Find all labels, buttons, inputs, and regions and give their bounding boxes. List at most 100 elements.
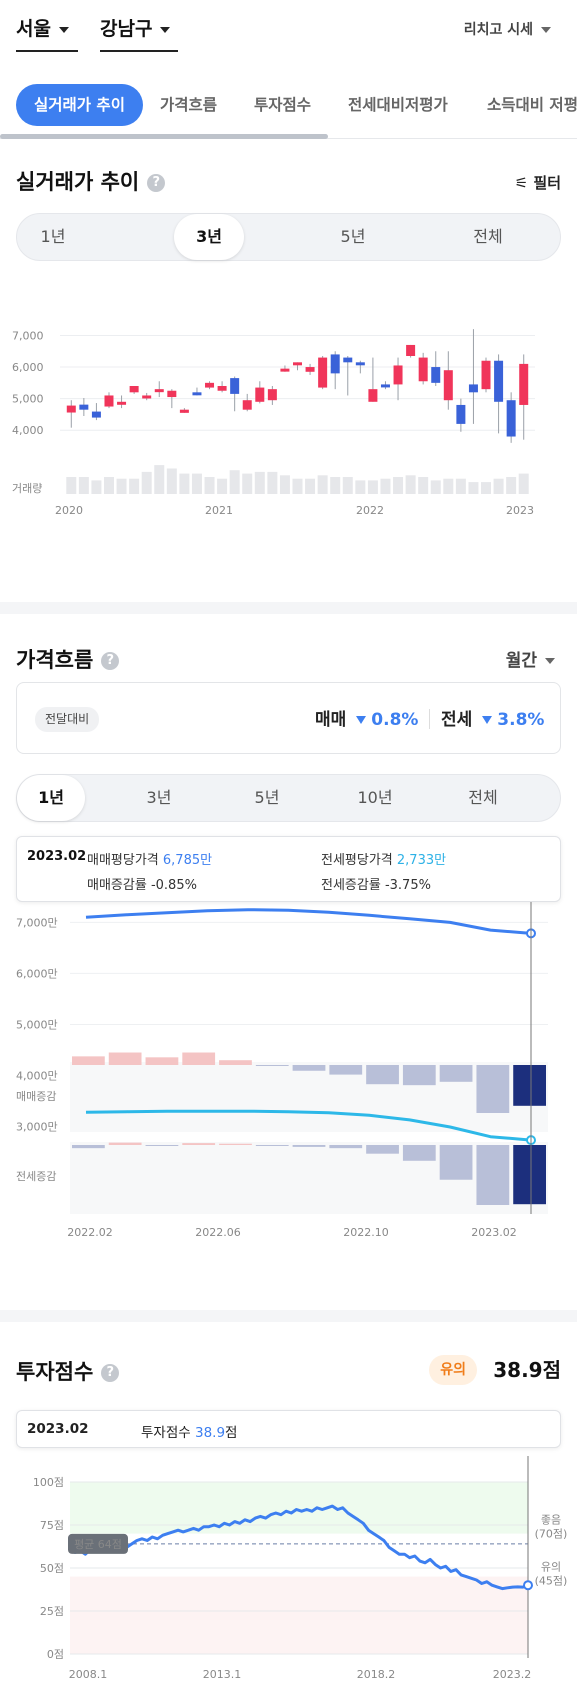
jeonse-change-label: 전세	[441, 710, 473, 730]
tab-price-flow[interactable]: 가격흐름	[160, 96, 218, 114]
x-tick-label: 2023.02	[471, 1226, 517, 1239]
volume-bar	[179, 473, 190, 494]
section-tabs: 실거래가 추이 가격흐름 투자점수 전세대비저평가 소득대비 저평가	[0, 84, 577, 126]
volume-bar	[305, 478, 316, 494]
candle-body	[293, 362, 302, 366]
tab-income-undervalue[interactable]: 소득대비 저평가	[487, 96, 577, 114]
invest-tooltip: 2023.02 투자점수 38.9점	[16, 1410, 561, 1448]
trade-title: 실거래가 추이?	[16, 166, 166, 196]
invest-score-value: 38.9점	[493, 1358, 561, 1382]
sale-change-label: 매매	[315, 710, 347, 730]
sale-change-bar	[219, 1060, 252, 1065]
volume-bar	[166, 468, 177, 494]
candle-body	[418, 357, 428, 382]
tab-jeonse-undervalue[interactable]: 전세대비저평가	[348, 96, 448, 114]
price-flow-panel: 가격흐름? 월간 전달대비 매매 0.8% 전세 3.8% 1년 3년 5년 10년…	[0, 614, 577, 1310]
sale-avg: 매매평당가격 6,785만	[87, 849, 212, 868]
flow-period-1y[interactable]: 1년	[17, 775, 85, 821]
volume-bar	[267, 471, 278, 494]
flow-period-all[interactable]: 전체	[468, 788, 498, 807]
y-tick-label: 6,000	[12, 361, 44, 374]
jeonse-change-label: 전세증감	[16, 1170, 56, 1183]
trade-period-all[interactable]: 전체	[473, 227, 503, 246]
x-tick-label: 2023.2	[493, 1668, 532, 1681]
y-tick-label: 25점	[40, 1605, 64, 1618]
jeonse-rate: 전세증감률 -3.75%	[321, 874, 431, 893]
y-tick-label: 7,000만	[16, 916, 58, 929]
volume-bar	[242, 473, 253, 494]
candle-body	[468, 384, 478, 393]
volume-bar	[380, 478, 391, 494]
sale-change-bar	[108, 1052, 142, 1065]
filter-button[interactable]: ⚟ 필터	[515, 172, 561, 193]
jeonse-avg: 전세평당가격 2,733만	[321, 849, 446, 868]
flow-period-10y[interactable]: 10년	[357, 788, 393, 807]
invest-tooltip-score: 투자점수 38.9점	[141, 1421, 237, 1441]
y-tick-label: 75점	[40, 1519, 64, 1532]
volume-label: 거래량	[12, 482, 42, 495]
candle-body	[343, 357, 353, 363]
x-tick-label: 2020	[55, 504, 83, 517]
x-tick-label: 2021	[205, 504, 233, 517]
invest-score-chart: 100점 75점 50점 25점 0점 평균 64점 좋음(70점) 유의(45점) 2008.…	[33, 1456, 568, 1681]
x-tick-label: 2023	[506, 504, 534, 517]
sale-change-bar	[255, 1065, 289, 1066]
tab-invest-score[interactable]: 투자점수	[254, 96, 312, 114]
jeonse-change-bar	[329, 1145, 363, 1149]
caution-label: 유의	[541, 1561, 561, 1574]
good-threshold: (70점)	[535, 1528, 568, 1541]
caution-zone	[70, 1576, 528, 1654]
district-select[interactable]: 강남구	[100, 14, 178, 52]
tab-trade-trend[interactable]: 실거래가 추이	[16, 84, 143, 126]
x-tick-label: 2022	[356, 504, 384, 517]
volume-bar	[430, 480, 441, 494]
help-icon[interactable]: ?	[147, 174, 166, 192]
sale-rate: 매매증감률 -0.85%	[87, 874, 197, 893]
candle-body	[456, 404, 466, 424]
sale-change-area	[70, 1062, 548, 1132]
price-source-select[interactable]: 리치고 시세	[464, 19, 551, 39]
sale-change-value: 0.8%	[371, 710, 419, 730]
jeonse-change-bar	[292, 1145, 326, 1147]
volume-bar	[91, 480, 102, 494]
y-tick-label: 50점	[40, 1562, 64, 1575]
help-icon[interactable]: ?	[101, 1364, 120, 1382]
help-icon[interactable]: ?	[101, 652, 120, 670]
jeonse-change-bar	[439, 1145, 473, 1180]
flow-period-3y[interactable]: 3년	[146, 788, 172, 807]
change-summary-box: 전달대비 매매 0.8% 전세 3.8%	[16, 682, 561, 754]
volume-bar	[116, 478, 127, 494]
tab-scrollbar[interactable]	[0, 134, 328, 139]
x-tick-label: 2018.2	[357, 1668, 396, 1681]
candle-body	[91, 411, 101, 418]
filter-label: 필터	[533, 174, 561, 192]
trade-period-5y[interactable]: 5년	[340, 227, 366, 246]
jeonse-change-bar	[476, 1145, 510, 1205]
trade-period-3y[interactable]: 3년	[174, 214, 244, 260]
sale-rate-value: -0.85%	[150, 878, 197, 893]
trade-period-1y[interactable]: 1년	[40, 227, 66, 246]
candle-body	[217, 386, 227, 391]
invest-score-panel: 투자점수? 유의 38.9점 2023.02 투자점수 38.9점 100점 75…	[0, 1322, 577, 1700]
down-triangle-icon	[356, 716, 367, 724]
candle-body	[230, 378, 240, 394]
interval-select[interactable]: 월간	[506, 646, 555, 671]
candle-body	[494, 360, 504, 402]
volume-bar	[229, 470, 240, 494]
city-select[interactable]: 서울	[16, 14, 78, 52]
jeonse-change-bar	[72, 1145, 105, 1149]
jeonse-change-bar	[182, 1143, 216, 1145]
candle-body	[66, 405, 76, 413]
trade-candlestick-chart: 7,000 6,000 5,000 4,000 거래량 2020 2021 2022 2023	[12, 329, 535, 517]
volume-bar	[217, 478, 228, 494]
volume-bar	[78, 477, 89, 494]
volume-bar	[191, 473, 202, 494]
candle-body	[393, 365, 403, 385]
caution-threshold: (45점)	[535, 1575, 568, 1588]
jeonse-price-line	[85, 1109, 532, 1142]
volume-bar	[330, 477, 341, 494]
flow-period-5y[interactable]: 5년	[254, 788, 280, 807]
good-zone	[70, 1482, 528, 1534]
volume-bar	[103, 477, 114, 494]
candle-body	[179, 409, 189, 413]
